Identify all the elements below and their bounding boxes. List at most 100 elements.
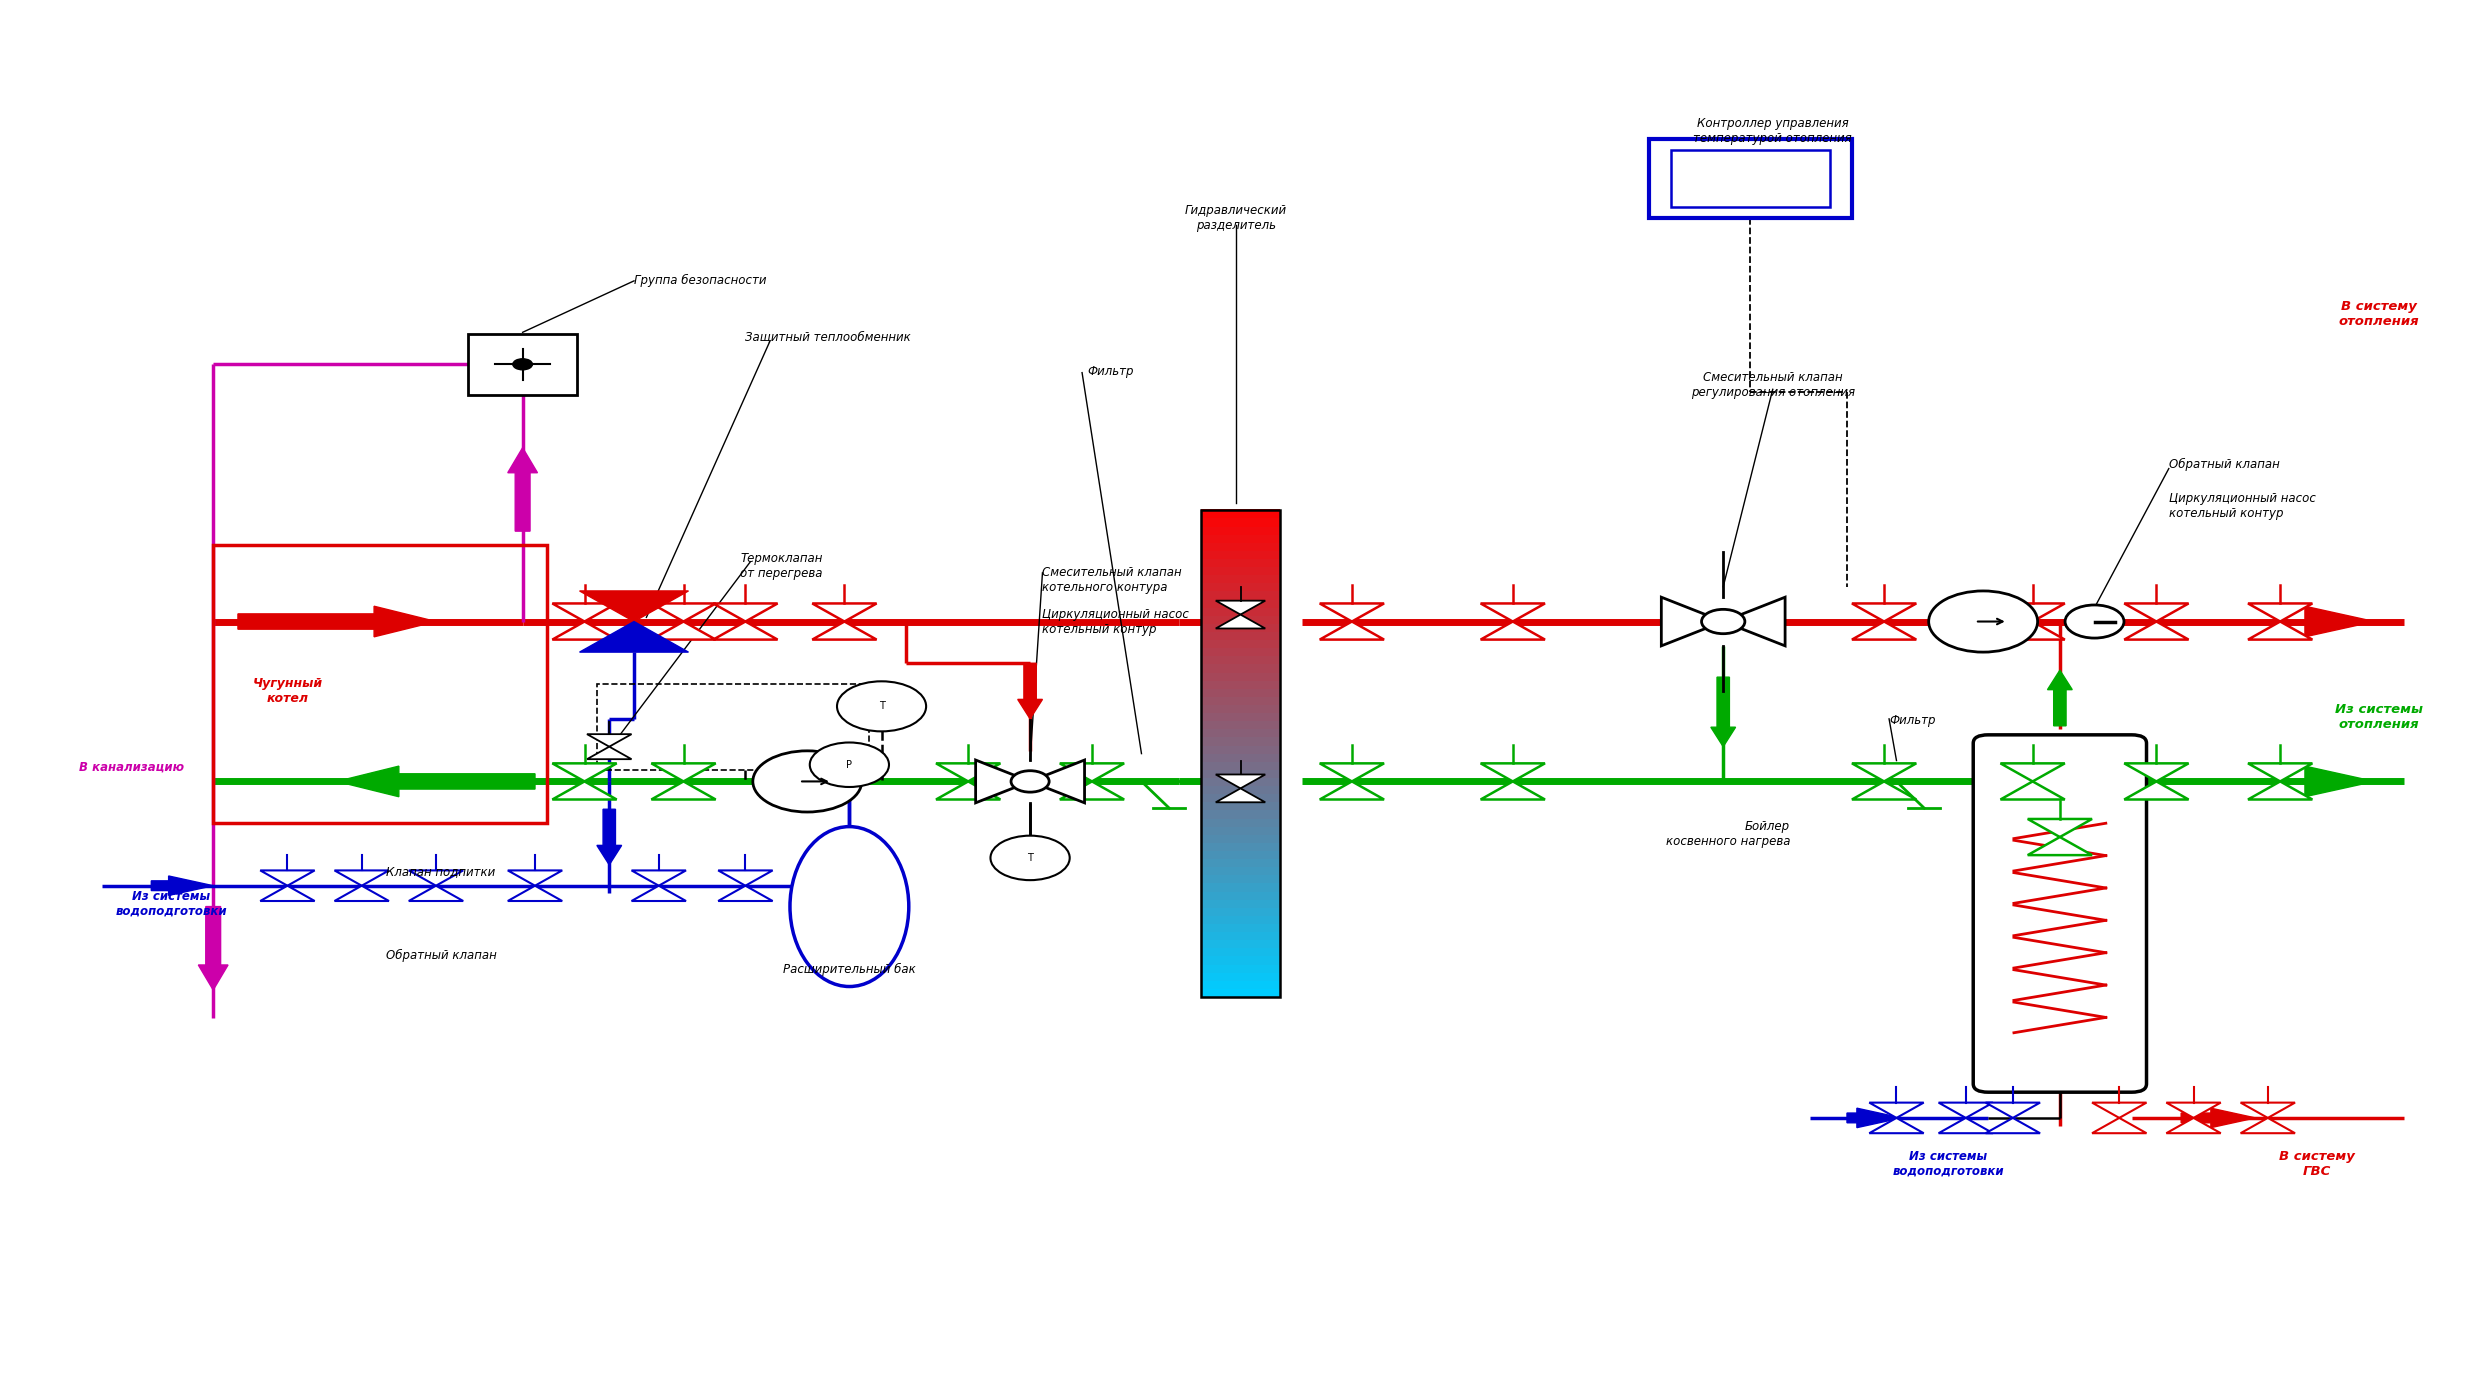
Polygon shape [2124,603,2188,621]
Bar [1201,574,1280,584]
Bar [1201,857,1280,867]
Polygon shape [2000,764,2064,782]
Polygon shape [509,871,563,885]
Bar [1201,980,1280,988]
Polygon shape [409,871,464,885]
Circle shape [752,751,861,812]
Polygon shape [1320,764,1384,782]
Text: Термоклапан
от перегрева: Термоклапан от перегрева [739,551,824,579]
Text: В канализацию: В канализацию [79,761,184,773]
Text: Контроллер управления
температурой отопления: Контроллер управления температурой отопл… [1695,117,1853,145]
Polygon shape [1320,603,1384,621]
Bar [1201,833,1280,843]
Polygon shape [712,621,777,639]
Polygon shape [717,871,772,885]
Bar [1201,727,1280,737]
FancyArrow shape [2181,1108,2255,1128]
Polygon shape [1851,782,1915,800]
Polygon shape [1216,600,1265,614]
Bar [1201,671,1280,681]
Text: Фильтр: Фильтр [1888,713,1935,727]
Polygon shape [2248,603,2312,621]
Circle shape [2064,604,2124,638]
Polygon shape [261,885,315,900]
Bar [1672,151,1828,207]
Circle shape [836,681,925,732]
Bar [1201,938,1280,948]
Polygon shape [653,782,715,800]
Bar [1201,736,1280,745]
Polygon shape [2091,1103,2146,1118]
Bar [598,684,868,771]
FancyArrow shape [1017,663,1042,719]
Bar [1201,776,1280,786]
Bar [1650,140,1851,218]
Bar [1201,972,1280,981]
Polygon shape [2027,838,2091,856]
Bar [1201,655,1280,664]
Text: Смесительный клапан
котельного контура: Смесительный клапан котельного контура [1042,565,1181,593]
Bar [1201,923,1280,933]
FancyArrow shape [1712,677,1737,747]
Text: Обратный клапан: Обратный клапан [2168,458,2280,470]
Bar [1201,631,1280,639]
Bar [1201,639,1280,648]
Bar [1201,955,1280,965]
Bar [1201,744,1280,754]
Polygon shape [1985,1118,2039,1134]
Text: Бойлер
косвенного нагрева: Бойлер косвенного нагрева [1665,821,1791,849]
Polygon shape [935,782,1000,800]
Bar [469,334,578,395]
Bar [1201,680,1280,688]
Bar [1201,510,1280,518]
Bar [1201,623,1280,632]
Polygon shape [717,885,772,900]
Text: Смесительный клапан
регулирования отопления: Смесительный клапан регулирования отопле… [1690,371,1856,399]
Bar [1201,591,1280,599]
Polygon shape [1320,782,1384,800]
Bar [1201,752,1280,762]
Text: Чугунный
котел: Чугунный котел [253,677,323,705]
Bar [1201,517,1280,526]
FancyArrow shape [2305,766,2374,797]
Bar [1201,565,1280,575]
Polygon shape [1059,782,1124,800]
Polygon shape [581,621,687,652]
Bar [1201,817,1280,826]
Polygon shape [1481,621,1546,639]
Polygon shape [712,603,777,621]
Polygon shape [975,759,1030,803]
Polygon shape [409,885,464,900]
Polygon shape [653,621,715,639]
Polygon shape [2166,1118,2220,1134]
Bar [1201,801,1280,811]
Ellipse shape [789,826,908,987]
Polygon shape [811,603,876,621]
Bar [1201,704,1280,713]
Bar [1201,614,1280,624]
Polygon shape [1851,603,1915,621]
Bar [1201,898,1280,907]
Bar [1201,525,1280,535]
Polygon shape [588,734,633,747]
Bar [1201,597,1280,607]
Bar [1201,891,1280,899]
Text: Из системы
водоподготовки: Из системы водоподготовки [114,889,226,917]
Circle shape [1702,610,1744,634]
Polygon shape [1724,597,1786,646]
Polygon shape [1938,1118,1992,1134]
Bar [1201,931,1280,940]
Text: Циркуляционный насос
котельный контур: Циркуляционный насос котельный контур [1042,607,1188,635]
Polygon shape [1985,1103,2039,1118]
Polygon shape [2124,782,2188,800]
Polygon shape [633,871,687,885]
Polygon shape [2240,1118,2295,1134]
Polygon shape [2000,603,2064,621]
Polygon shape [2124,621,2188,639]
Polygon shape [2124,764,2188,782]
Polygon shape [335,885,390,900]
Bar [1201,906,1280,916]
Bar [1201,946,1280,956]
Bar [1201,533,1280,543]
Bar [1201,793,1280,803]
